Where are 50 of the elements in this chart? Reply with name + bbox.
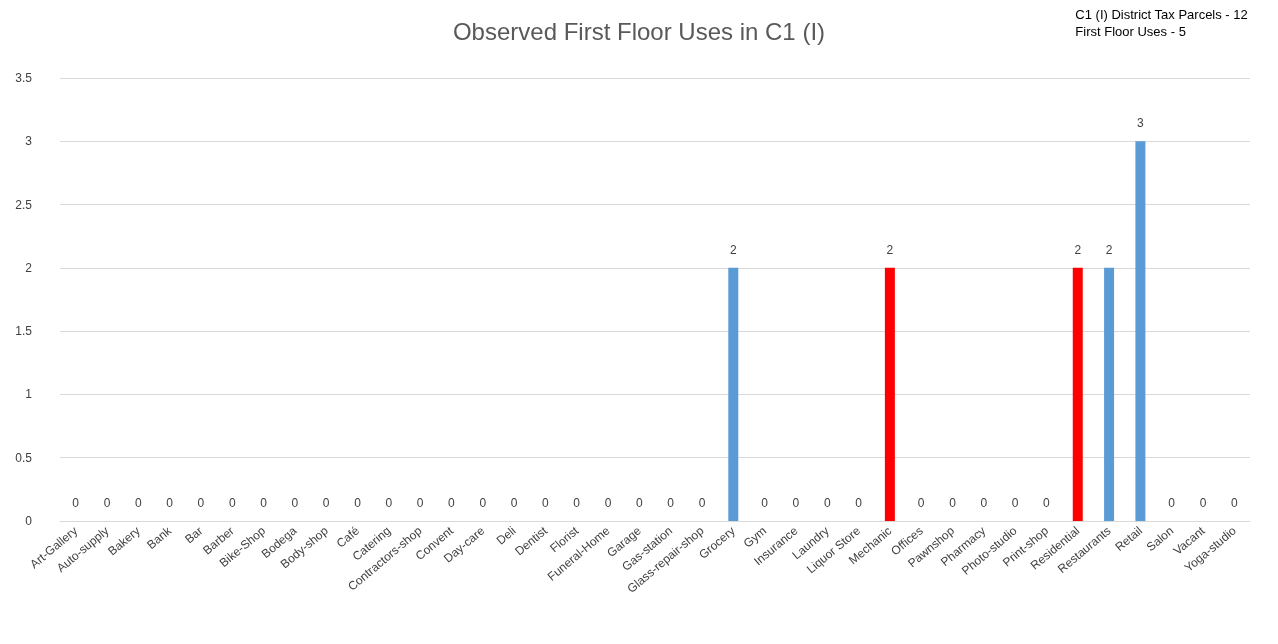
data-label: 0 (510, 496, 518, 510)
data-label: 0 (416, 496, 424, 510)
y-tick-label: 3 (25, 134, 33, 149)
data-label: 0 (855, 496, 863, 510)
data-label: 0 (792, 496, 800, 510)
data-label: 0 (761, 496, 769, 510)
chart-title: Observed First Floor Uses in C1 (I) (452, 17, 826, 45)
data-label: 0 (260, 496, 268, 510)
x-tick-label: Bar (182, 523, 206, 547)
data-label: 2 (1105, 242, 1113, 257)
data-label: 0 (636, 496, 643, 510)
data-label: 0 (291, 496, 299, 510)
data-label: 0 (103, 496, 111, 510)
data-label: 3 (1137, 116, 1145, 131)
data-label: 0 (823, 496, 831, 510)
data-label: 0 (385, 496, 393, 510)
data-label: 0 (604, 496, 612, 510)
data-label: 0 (354, 496, 362, 510)
y-tick-label: 3.5 (15, 71, 33, 85)
data-label: 0 (698, 496, 706, 510)
data-label: 0 (134, 496, 142, 510)
data-label: 0 (72, 496, 80, 510)
y-tick-label: 2 (25, 260, 33, 275)
data-label: 0 (448, 496, 456, 510)
data-label: 0 (917, 496, 925, 510)
y-tick-label: 0 (25, 514, 33, 528)
data-label: 0 (1043, 496, 1051, 510)
text: First Floor Uses - 5 (1075, 24, 1186, 39)
data-label: 0 (322, 496, 330, 510)
data-label: 0 (949, 496, 957, 510)
text: C1 (I) District Tax Parcels - 12 (1075, 7, 1248, 22)
data-label: 0 (197, 496, 205, 510)
data-label: 0 (667, 496, 675, 510)
y-tick-label: 1 (25, 387, 33, 402)
data-label: 0 (542, 496, 550, 510)
data-label: 2 (729, 242, 737, 257)
data-label: 0 (228, 496, 236, 510)
data-label: 0 (1011, 496, 1019, 510)
data-label: 0 (573, 496, 581, 510)
data-label: 2 (886, 242, 894, 257)
y-tick-label: 1.5 (15, 324, 33, 339)
data-label: 0 (1231, 496, 1238, 510)
y-tick-label: 2.5 (15, 197, 33, 212)
y-tick-label: 0.5 (15, 450, 33, 465)
data-label: 0 (1168, 496, 1176, 510)
data-label: 2 (1074, 242, 1082, 257)
data-label: 0 (980, 496, 988, 510)
data-label: 0 (1199, 496, 1207, 510)
data-label: 0 (479, 496, 487, 510)
data-label: 0 (166, 496, 174, 510)
